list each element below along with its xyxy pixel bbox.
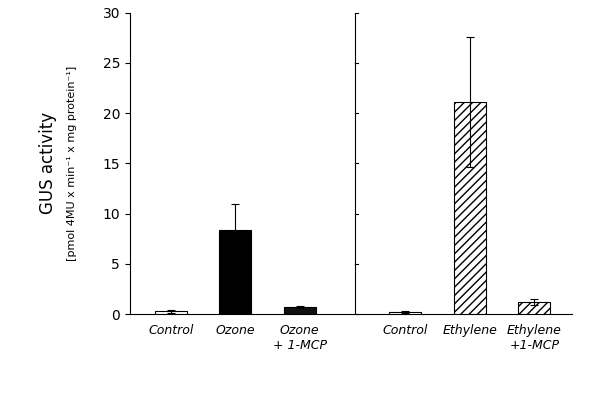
- Bar: [518, 302, 550, 314]
- Text: GUS activity: GUS activity: [39, 112, 57, 215]
- Bar: [389, 312, 421, 314]
- Bar: [155, 311, 187, 314]
- Bar: [284, 307, 316, 314]
- Bar: [219, 230, 251, 314]
- Text: [pmol 4MU x min⁻¹ x mg protein⁻¹]: [pmol 4MU x min⁻¹ x mg protein⁻¹]: [67, 66, 77, 261]
- Bar: [454, 102, 486, 314]
